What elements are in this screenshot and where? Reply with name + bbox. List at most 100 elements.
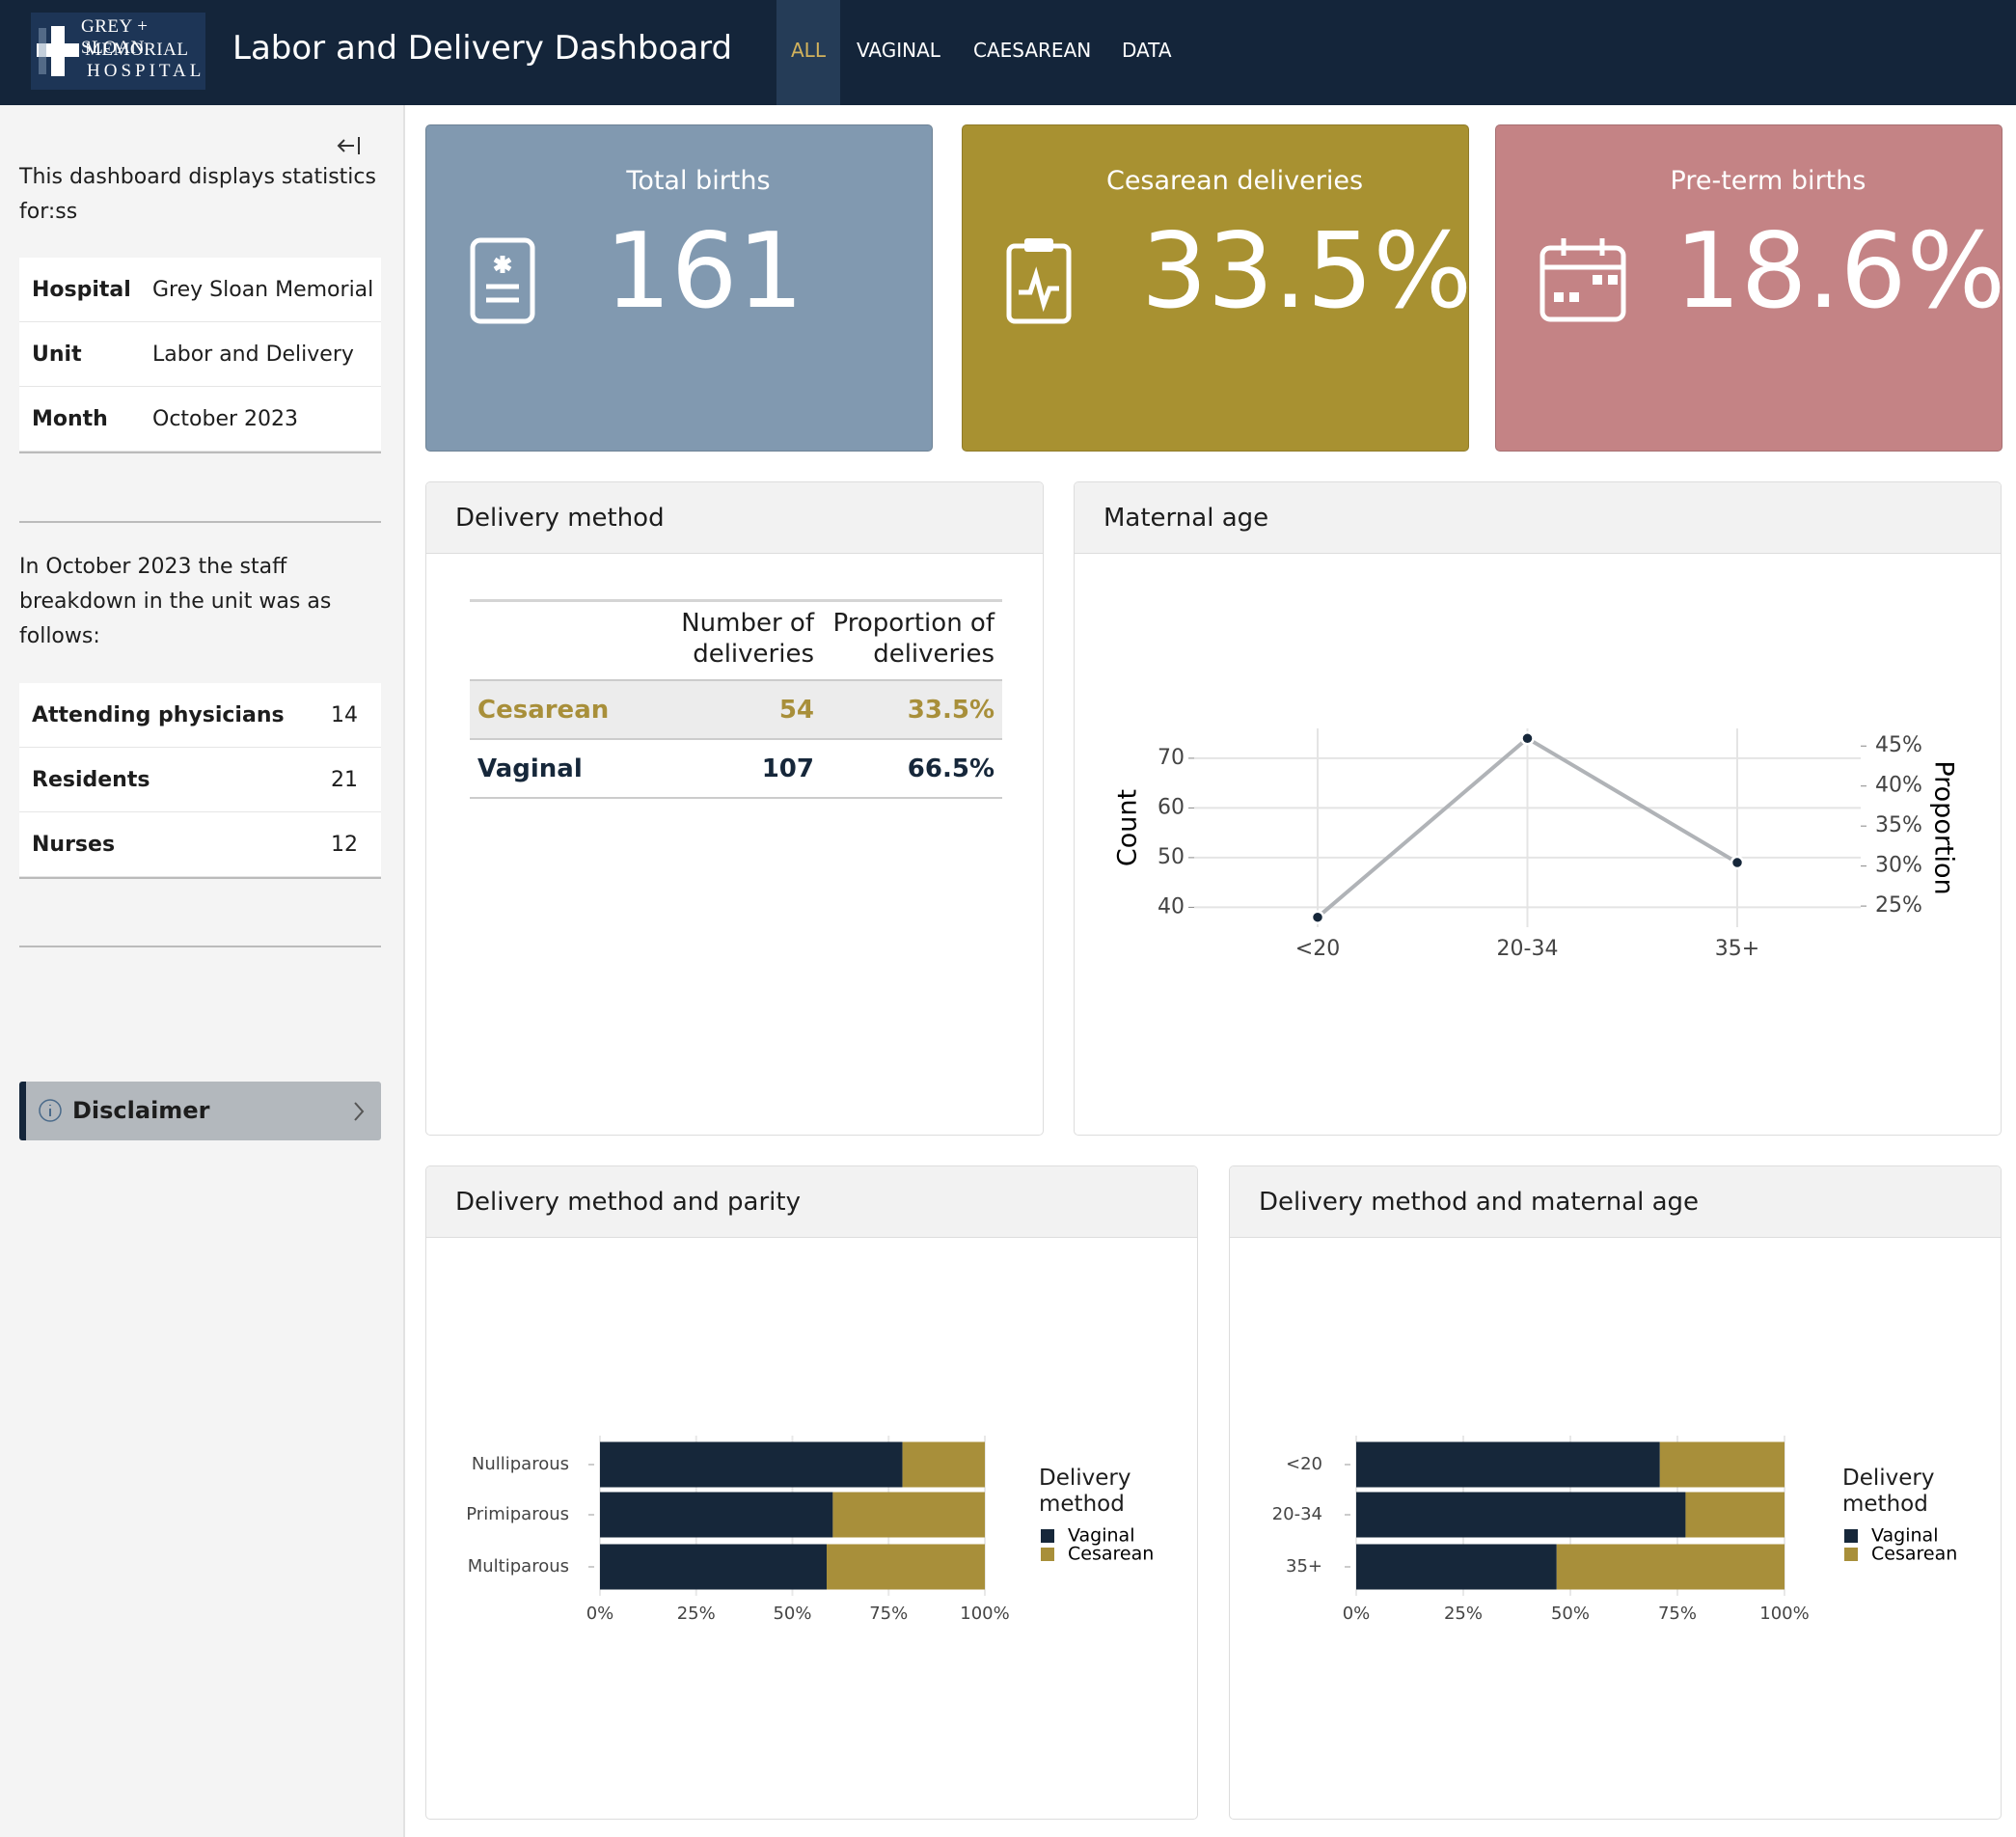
- card-title: Maternal age: [1075, 482, 2001, 554]
- legend-label: Cesarean: [1871, 1544, 1957, 1565]
- nav-tab[interactable]: ALL: [776, 0, 840, 105]
- value-box-value: 161: [605, 211, 804, 332]
- info-value: Labor and Delivery: [152, 343, 354, 367]
- y-tick-label: 40: [1158, 894, 1185, 918]
- cell: Cesarean: [477, 695, 610, 725]
- cell: 107: [761, 754, 814, 783]
- chevron: [354, 1102, 365, 1121]
- point: [1520, 731, 1535, 746]
- legend-swatch: [1041, 1529, 1054, 1543]
- disclaimer-accordion[interactable]: Disclaimer: [19, 1082, 381, 1140]
- bar-segment: [827, 1544, 985, 1590]
- x-tick-label: 50%: [1551, 1604, 1590, 1624]
- y2-tick-label: 30%: [1875, 854, 1922, 878]
- y2-tick-label: 35%: [1875, 813, 1922, 837]
- logo[interactable]: GREY + SLOAN MEMORIAL HOSPITAL: [31, 13, 205, 90]
- info-key: Month: [32, 407, 108, 431]
- staff-count: 14: [331, 703, 358, 727]
- chart: 0% 25% 50% 75% 100% <20 20-34 35+ VaginalCesarea…: [1272, 1436, 1957, 1624]
- staff-role: Attending physicians: [32, 703, 285, 727]
- cell: 33.5%: [907, 695, 994, 725]
- card-title: Delivery method: [426, 482, 1043, 554]
- y-tick-label: <20: [1286, 1454, 1322, 1474]
- card: Delivery method and maternal age 0% 25% 50…: [1229, 1165, 2002, 1820]
- logo-text: MEMORIAL: [85, 40, 189, 60]
- y2-tick-label: 25%: [1875, 893, 1922, 918]
- icon: [1006, 238, 1072, 324]
- legend-title: Delivery method: [1039, 1466, 1131, 1517]
- y-tick-label: Primiparous: [466, 1504, 569, 1524]
- card: Delivery method and parity 0% 25% 50% 75% 10…: [425, 1165, 1198, 1820]
- info-table: Hospital Grey Sloan Memorial Unit Labor an…: [19, 258, 381, 453]
- staff-table: Attending physicians 14 Residents 21 Nurse…: [19, 683, 381, 879]
- value-box-value: 33.5%: [1141, 211, 1473, 332]
- y2-axis-label: Proportion: [1929, 760, 1959, 894]
- logo-text: GREY + SLOAN: [81, 16, 149, 58]
- bar-segment: [902, 1441, 985, 1488]
- info-value: October 2023: [152, 407, 299, 431]
- info-value: Grey Sloan Memorial: [152, 278, 374, 302]
- bar-segment: [1356, 1492, 1686, 1538]
- value-box-title: Total births: [626, 166, 771, 196]
- legend-swatch: [1844, 1529, 1858, 1543]
- cell: Vaginal: [477, 754, 583, 783]
- x-tick-label: 75%: [1658, 1604, 1697, 1624]
- staff-count: 21: [331, 768, 358, 792]
- bar-segment: [1556, 1544, 1784, 1590]
- card-title: Delivery method and maternal age: [1230, 1166, 2001, 1238]
- sidebar: This dashboard displays statistics for:s…: [0, 105, 405, 1837]
- x-tick-label: 25%: [1444, 1604, 1483, 1624]
- x-tick-label: 35+: [1715, 937, 1759, 961]
- bar-segment: [600, 1544, 828, 1590]
- value-box-title: Pre-term births: [1670, 166, 1866, 196]
- collapse-button[interactable]: [336, 134, 363, 157]
- bar-segment: [1356, 1441, 1660, 1488]
- app-title: Labor and Delivery Dashboard: [232, 29, 733, 68]
- logo-cross: [37, 26, 79, 76]
- legend-label: Vaginal: [1068, 1525, 1134, 1547]
- legend-swatch: [1844, 1548, 1858, 1561]
- legend-label: Vaginal: [1871, 1525, 1938, 1547]
- y-tick-label: 70: [1158, 746, 1185, 770]
- x-tick-label: <20: [1295, 937, 1340, 961]
- value-box: Pre-term births 18.6%: [1495, 124, 2006, 452]
- nav-tab[interactable]: VAGINAL: [857, 39, 940, 62]
- x-tick-label: 20-34: [1497, 937, 1559, 961]
- icon: [1539, 238, 1626, 322]
- x-tick-label: 0%: [586, 1604, 614, 1624]
- bar-segment: [600, 1492, 833, 1538]
- intro-text: This dashboard displays statistics for:s…: [19, 165, 376, 224]
- x-tick-label: 100%: [1759, 1604, 1809, 1624]
- y-tick-label: 35+: [1286, 1556, 1322, 1577]
- card: Maternal age 40 50 60 70 25% 30% 35% 40% 45% <20 2…: [1074, 481, 2002, 1136]
- staff-intro: In October 2023 the staff breakdown in t…: [19, 555, 332, 648]
- y-axis-label: Count: [1113, 789, 1143, 866]
- y-tick-label: 50: [1158, 845, 1185, 869]
- legend-title: Delivery method: [1842, 1466, 1935, 1517]
- cell: 54: [778, 695, 814, 725]
- card: Delivery method Number of deliveries Prop…: [425, 481, 1044, 1136]
- chart: 40 50 60 70 25% 30% 35% 40% 45% <20 20-34 35+ Count P…: [1113, 728, 1959, 961]
- bar-segment: [1659, 1441, 1784, 1488]
- y2-tick-label: 40%: [1875, 774, 1922, 798]
- column-header: Proportion of deliveries: [832, 609, 994, 669]
- value-box-value: 18.6%: [1675, 211, 2006, 332]
- chart: 0% 25% 50% 75% 100% Nulliparous Primiparous Mul…: [466, 1436, 1154, 1624]
- info-key: Hospital: [32, 278, 131, 302]
- nav-tab[interactable]: DATA: [1122, 39, 1172, 62]
- card-title: Delivery method and parity: [426, 1166, 1197, 1238]
- divider: [19, 521, 381, 523]
- column-header: Number of deliveries: [681, 609, 814, 669]
- cell: 66.5%: [907, 754, 994, 783]
- logo-text: HOSPITAL: [87, 61, 205, 81]
- legend-label: Cesarean: [1068, 1544, 1154, 1565]
- nav-tab[interactable]: CAESAREAN: [973, 39, 1092, 62]
- x-tick-label: 75%: [869, 1604, 908, 1624]
- info-key: Unit: [32, 343, 82, 367]
- x-tick-label: 0%: [1343, 1604, 1371, 1624]
- x-tick-label: 25%: [677, 1604, 716, 1624]
- value-box: Cesarean deliveries 33.5%: [962, 124, 1473, 452]
- bar-segment: [832, 1492, 985, 1538]
- y-tick-label: Nulliparous: [472, 1454, 569, 1474]
